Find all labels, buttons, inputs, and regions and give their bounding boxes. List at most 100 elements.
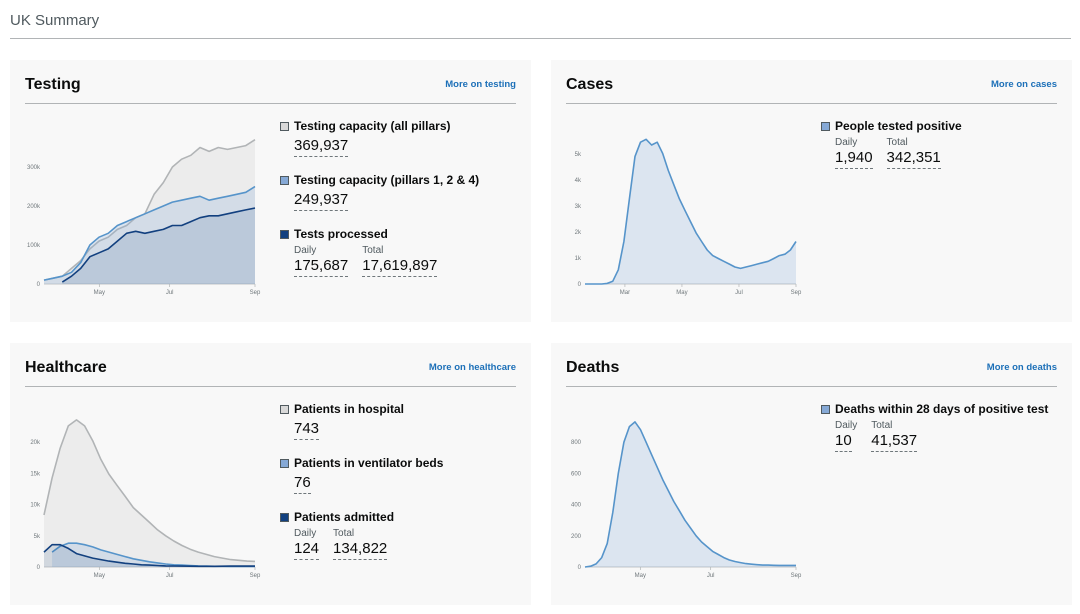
x-tick-label: Jul	[166, 573, 174, 579]
page-title-divider	[10, 38, 1071, 39]
cases-card: Cases More on cases 0 1k 2k 3k 4k 5k Mar May Jul…	[551, 60, 1072, 322]
metric-label: Deaths within 28 days of positive test	[835, 402, 1049, 416]
daily-value[interactable]: 124	[294, 540, 320, 560]
metric-value[interactable]: 76	[294, 474, 311, 494]
legend-swatch-icon	[280, 230, 289, 239]
testing-card: Testing More on testing 0 100k 200k 300k May…	[10, 60, 531, 322]
metric-value[interactable]: 249,937	[294, 191, 349, 211]
card-title: Deaths	[566, 359, 620, 376]
cases-stats: People tested positive Daily 1,940 Total 3…	[821, 118, 1061, 184]
metric-people-tested-positive: People tested positive Daily 1,940 Total 3…	[821, 118, 1061, 169]
metric-value[interactable]: 369,937	[294, 137, 349, 157]
series-area	[585, 421, 796, 567]
y-tick-label: 400	[571, 503, 582, 509]
x-tick-label: Jul	[707, 573, 715, 579]
y-tick-label: 200	[571, 534, 582, 540]
metric-patients-in-ventilator-beds: Patients in ventilator beds 76	[280, 455, 520, 494]
y-tick-label: 200k	[27, 204, 41, 210]
card-title: Testing	[25, 76, 81, 93]
total-label: Total	[333, 528, 355, 539]
total-value[interactable]: 134,822	[333, 540, 388, 560]
x-tick-label: Jul	[166, 290, 174, 296]
y-tick-label: 15k	[30, 471, 41, 477]
metric-deaths-within-28-days: Deaths within 28 days of positive test D…	[821, 401, 1061, 452]
cases-chart: 0 1k 2k 3k 4k 5k Mar May Jul Sep	[575, 138, 802, 296]
more-on-deaths-link[interactable]: More on deaths	[986, 362, 1057, 373]
healthcare-card: Healthcare More on healthcare 0 5k 10k 15k 2…	[10, 343, 531, 605]
card-header: Testing More on testing	[25, 76, 516, 104]
y-tick-label: 10k	[30, 503, 41, 509]
series-line	[43, 419, 256, 563]
daily-label: Daily	[835, 137, 858, 148]
metric-label: Patients in hospital	[294, 402, 405, 416]
more-on-testing-link[interactable]: More on testing	[445, 79, 516, 90]
daily-value[interactable]: 175,687	[294, 257, 349, 277]
card-header: Cases More on cases	[566, 76, 1057, 104]
metric-patients-in-hospital: Patients in hospital 743	[280, 401, 520, 440]
y-tick-label: 20k	[30, 440, 41, 446]
testing-chart: 0 100k 200k 300k May Jul Sep	[27, 139, 261, 296]
series-area	[585, 139, 796, 284]
legend-swatch-icon	[821, 405, 830, 414]
legend-swatch-icon	[280, 122, 289, 131]
card-title: Cases	[566, 76, 614, 93]
y-tick-label: 1k	[575, 256, 582, 262]
y-tick-label: 800	[571, 440, 582, 446]
total-value[interactable]: 342,351	[886, 149, 941, 169]
metric-label: Patients in ventilator beds	[294, 456, 444, 470]
x-tick-label: Jul	[735, 290, 743, 296]
x-tick-label: Mar	[620, 290, 630, 296]
y-tick-label: 0	[578, 565, 582, 571]
legend-swatch-icon	[821, 122, 830, 131]
daily-value[interactable]: 1,940	[835, 149, 873, 169]
deaths-stats: Deaths within 28 days of positive test D…	[821, 401, 1061, 467]
x-tick-label: Sep	[250, 573, 261, 579]
card-header: Deaths More on deaths	[566, 359, 1057, 387]
metric-label: Tests processed	[294, 227, 388, 241]
y-tick-label: 100k	[27, 243, 41, 249]
series-area	[44, 419, 255, 567]
x-tick-label: Sep	[791, 573, 802, 579]
total-value[interactable]: 41,537	[871, 432, 918, 452]
y-tick-label: 5k	[575, 152, 582, 158]
daily-label: Daily	[835, 420, 858, 431]
x-tick-label: Sep	[791, 290, 802, 296]
total-value[interactable]: 17,619,897	[362, 257, 438, 277]
metric-label: Testing capacity (pillars 1, 2 & 4)	[294, 173, 480, 187]
daily-value[interactable]: 10	[835, 432, 852, 452]
series-line	[584, 421, 796, 568]
metric-label: Patients admitted	[294, 510, 395, 524]
x-tick-label: May	[94, 290, 105, 296]
series-area	[52, 543, 255, 567]
daily-label: Daily	[294, 245, 317, 256]
metric-value[interactable]: 743	[294, 420, 320, 440]
more-on-cases-link[interactable]: More on cases	[991, 79, 1057, 90]
metric-patients-admitted: Patients admitted Daily 124 Total 134,822	[280, 509, 520, 560]
y-tick-label: 300k	[27, 165, 41, 171]
legend-swatch-icon	[280, 405, 289, 414]
healthcare-stats: Patients in hospital 743 Patients in ven…	[280, 401, 520, 575]
total-label: Total	[886, 137, 908, 148]
y-tick-label: 4k	[575, 178, 582, 184]
x-tick-label: May	[94, 573, 105, 579]
series-line	[43, 185, 256, 281]
legend-swatch-icon	[280, 176, 289, 185]
metric-tests-processed: Tests processed Daily 175,687 Total 17,619…	[280, 226, 520, 277]
y-tick-label: 3k	[575, 204, 582, 210]
metric-label: Testing capacity (all pillars)	[294, 119, 451, 133]
metric-label: People tested positive	[835, 119, 962, 133]
more-on-healthcare-link[interactable]: More on healthcare	[428, 362, 516, 373]
series-area	[44, 544, 255, 567]
daily-label: Daily	[294, 528, 317, 539]
series-line	[43, 543, 255, 568]
series-area	[44, 186, 255, 284]
y-tick-label: 0	[37, 565, 41, 571]
y-tick-label: 5k	[34, 534, 41, 540]
deaths-card: Deaths More on deaths 0 200 400 600 800 May Ju…	[551, 343, 1072, 605]
x-tick-label: Sep	[250, 290, 261, 296]
legend-swatch-icon	[280, 459, 289, 468]
testing-stats: Testing capacity (all pillars) 369,937 T…	[280, 118, 520, 292]
series-line	[585, 138, 797, 285]
total-label: Total	[362, 245, 384, 256]
healthcare-chart: 0 5k 10k 15k 20k May Jul Sep	[30, 419, 261, 579]
